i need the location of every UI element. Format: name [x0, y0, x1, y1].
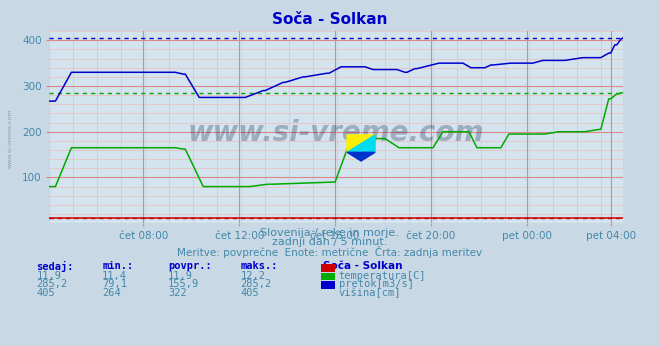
Text: min.:: min.:: [102, 261, 133, 271]
Text: Slovenija / reke in morje.: Slovenija / reke in morje.: [260, 228, 399, 238]
Text: www.si-vreme.com: www.si-vreme.com: [188, 119, 484, 147]
Text: Soča - Solkan: Soča - Solkan: [323, 261, 403, 271]
Polygon shape: [347, 135, 375, 152]
Text: povpr.:: povpr.:: [168, 261, 212, 271]
Text: Soča - Solkan: Soča - Solkan: [272, 12, 387, 27]
Text: maks.:: maks.:: [241, 261, 278, 271]
Text: višina[cm]: višina[cm]: [339, 288, 401, 298]
Text: 285,2: 285,2: [36, 279, 67, 289]
Text: 405: 405: [36, 288, 55, 298]
Text: zadnji dan / 5 minut.: zadnji dan / 5 minut.: [272, 237, 387, 247]
Text: 285,2: 285,2: [241, 279, 272, 289]
Text: 11,9: 11,9: [168, 271, 193, 281]
Text: 264: 264: [102, 288, 121, 298]
Polygon shape: [347, 135, 375, 152]
Text: 11,4: 11,4: [102, 271, 127, 281]
Text: sedaj:: sedaj:: [36, 261, 74, 272]
Text: Meritve: povprečne  Enote: metrične  Črta: zadnja meritev: Meritve: povprečne Enote: metrične Črta:…: [177, 246, 482, 258]
Text: 322: 322: [168, 288, 186, 298]
Text: 155,9: 155,9: [168, 279, 199, 289]
Text: 405: 405: [241, 288, 259, 298]
Text: 79,1: 79,1: [102, 279, 127, 289]
Text: temperatura[C]: temperatura[C]: [339, 271, 426, 281]
Text: 11,9: 11,9: [36, 271, 61, 281]
Text: pretok[m3/s]: pretok[m3/s]: [339, 279, 414, 289]
Text: www.si-vreme.com: www.si-vreme.com: [8, 109, 13, 168]
Text: 12,2: 12,2: [241, 271, 266, 281]
Polygon shape: [347, 152, 375, 161]
